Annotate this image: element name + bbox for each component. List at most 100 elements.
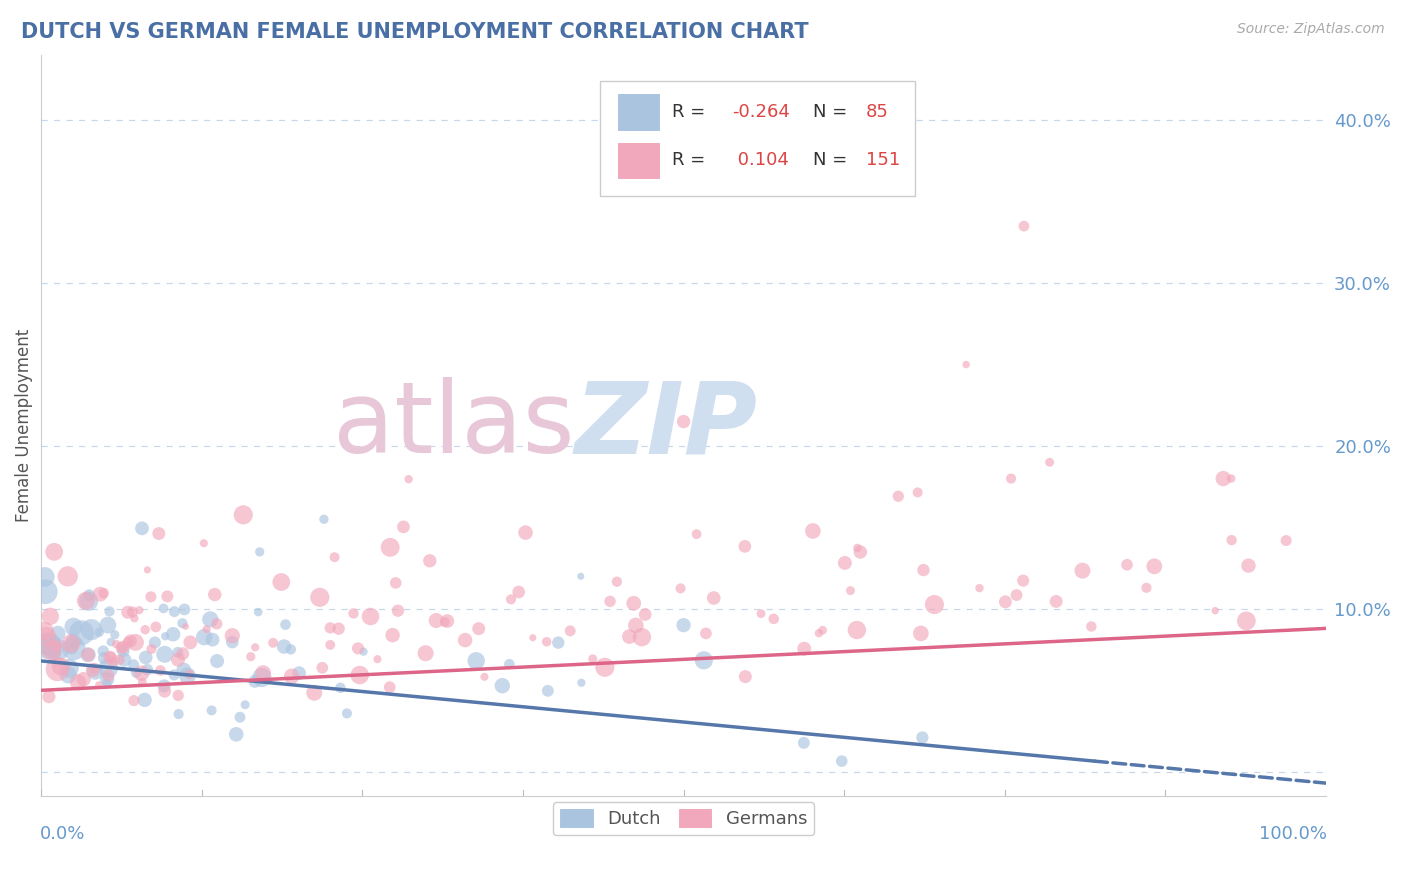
Point xyxy=(97,661,120,675)
Point xyxy=(62,634,84,648)
Point xyxy=(38,690,60,704)
Point xyxy=(342,607,364,621)
Point xyxy=(811,624,834,638)
Point xyxy=(153,629,176,643)
Point xyxy=(846,541,869,555)
Point xyxy=(121,605,143,619)
Point xyxy=(536,634,558,648)
Point xyxy=(112,653,135,667)
Point xyxy=(117,635,139,649)
Point xyxy=(703,591,725,605)
Point xyxy=(834,556,856,570)
Point xyxy=(498,657,520,672)
Point xyxy=(1275,533,1298,548)
Point xyxy=(328,622,350,636)
Point xyxy=(77,648,100,662)
Text: 0.104: 0.104 xyxy=(733,152,789,169)
Point xyxy=(801,524,824,538)
Point xyxy=(93,651,115,665)
Point xyxy=(288,666,311,681)
Point xyxy=(274,617,297,632)
Point xyxy=(91,644,114,658)
Point xyxy=(97,668,120,682)
Point xyxy=(195,622,218,636)
Text: ZIP: ZIP xyxy=(575,377,758,475)
Point xyxy=(381,628,404,642)
Point xyxy=(387,604,409,618)
Point xyxy=(849,545,872,559)
Point xyxy=(1012,219,1035,234)
Point xyxy=(582,652,605,666)
Point xyxy=(110,640,132,655)
Point xyxy=(143,635,166,649)
Point xyxy=(793,641,815,656)
Point xyxy=(221,635,243,649)
Point xyxy=(247,605,270,619)
Point xyxy=(685,527,707,541)
Point xyxy=(994,595,1017,609)
Point xyxy=(599,594,621,608)
Point xyxy=(619,630,641,644)
Text: 151: 151 xyxy=(866,152,900,169)
FancyBboxPatch shape xyxy=(619,95,659,130)
Point xyxy=(82,663,104,677)
Point xyxy=(1000,472,1022,486)
Point xyxy=(425,614,447,628)
Point xyxy=(96,672,118,686)
Point xyxy=(436,614,458,628)
Point xyxy=(522,631,544,645)
Point xyxy=(398,472,420,486)
Point xyxy=(319,621,342,635)
Point xyxy=(58,661,80,675)
Point xyxy=(243,640,266,655)
Point xyxy=(117,605,139,619)
Point xyxy=(62,641,84,656)
Point xyxy=(695,626,717,640)
Point xyxy=(273,640,295,654)
Point xyxy=(172,647,194,661)
Point xyxy=(515,525,537,540)
Point xyxy=(167,689,190,703)
Point xyxy=(145,620,167,634)
Point xyxy=(200,612,222,626)
Point xyxy=(39,609,62,624)
Point xyxy=(49,659,72,673)
Point xyxy=(392,520,415,534)
Point xyxy=(77,588,100,602)
Point xyxy=(163,668,186,682)
Point xyxy=(1135,581,1157,595)
Point xyxy=(433,615,456,629)
Point xyxy=(153,648,176,662)
Point xyxy=(912,563,935,577)
Point xyxy=(89,625,111,640)
Point xyxy=(793,736,815,750)
Point xyxy=(631,630,654,644)
Point xyxy=(249,545,271,559)
Point xyxy=(252,666,274,681)
Point xyxy=(93,586,115,600)
Point xyxy=(336,706,359,721)
Point xyxy=(508,585,530,599)
Point xyxy=(474,670,496,684)
Point xyxy=(1220,472,1243,486)
Point xyxy=(308,591,330,605)
Point xyxy=(969,581,991,595)
Point xyxy=(131,666,153,681)
Point xyxy=(141,642,163,657)
Point xyxy=(201,703,224,717)
Point xyxy=(1071,564,1094,578)
Point xyxy=(38,639,60,653)
Point xyxy=(302,686,325,700)
Point xyxy=(100,650,122,665)
Point xyxy=(831,754,853,768)
Point xyxy=(136,563,159,577)
Point xyxy=(262,636,284,650)
Point xyxy=(454,633,477,648)
Point xyxy=(166,645,188,659)
Point xyxy=(693,653,716,667)
Point xyxy=(229,710,252,724)
Point xyxy=(153,684,176,698)
Point xyxy=(537,683,560,698)
Point xyxy=(323,550,346,565)
Text: Source: ZipAtlas.com: Source: ZipAtlas.com xyxy=(1237,22,1385,37)
